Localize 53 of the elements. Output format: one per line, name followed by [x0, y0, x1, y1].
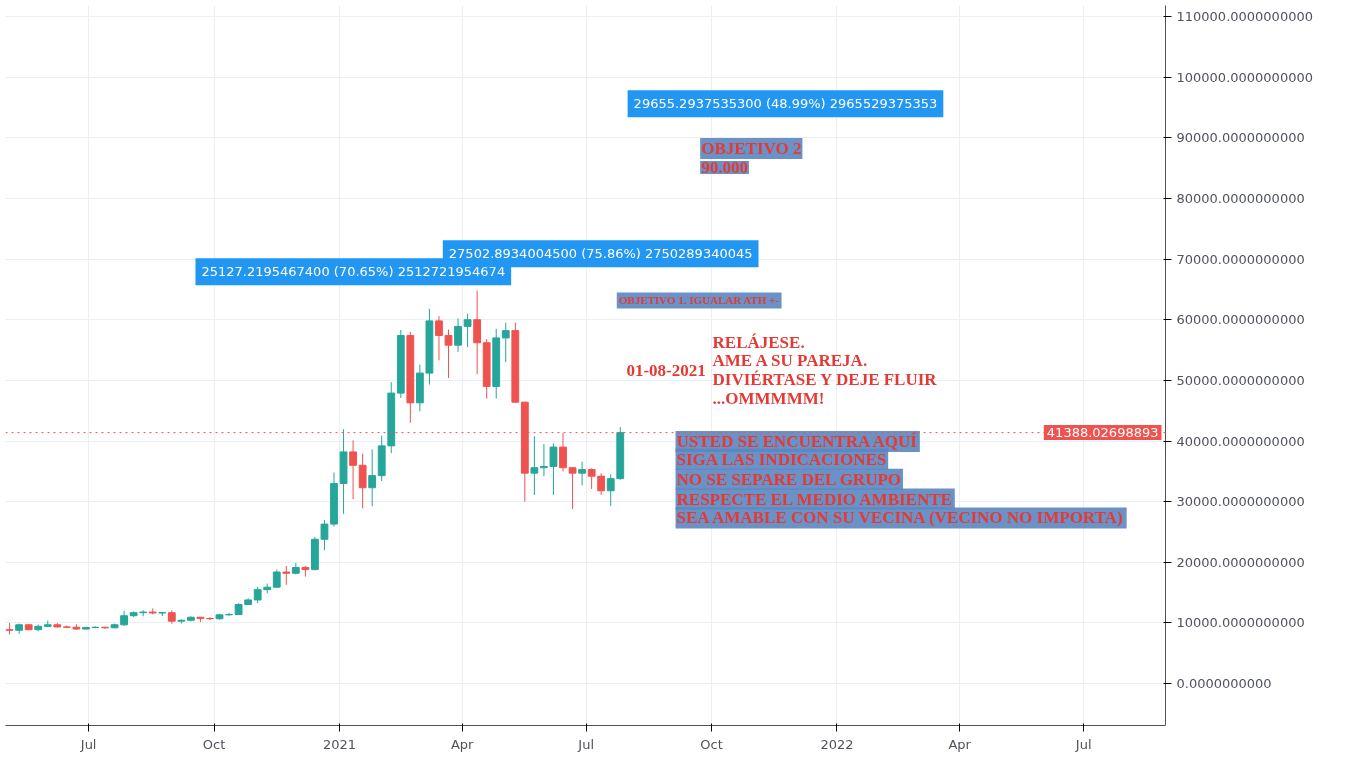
y-tick-label: 30000.0000000000 — [1176, 494, 1305, 510]
candlestick — [463, 313, 472, 348]
annotation: OBJETIVO 1. IGUALAR ATH +- — [618, 294, 780, 307]
candlestick — [501, 322, 510, 363]
annotation: RESPECTE EL MEDIO AMBIENTE — [676, 489, 952, 509]
annotation: DIVIÉRTASE Y DEJE FLUIR — [712, 370, 938, 390]
candlestick — [473, 290, 482, 375]
x-tick-label: Jul — [79, 736, 97, 752]
ref-line-label: 41388.02698893 — [1046, 425, 1159, 441]
y-tick-label: 20000.0000000000 — [1176, 554, 1305, 570]
annotation: 90.000 — [701, 157, 748, 177]
y-tick-label: 40000.0000000000 — [1176, 433, 1305, 449]
candlestick — [282, 565, 291, 586]
x-tick-label: Oct — [202, 736, 226, 752]
y-tick-label: 110000.0000000000 — [1176, 8, 1313, 24]
candlestick — [272, 569, 281, 589]
candlestick — [368, 449, 377, 507]
x-tick-label: Oct — [700, 736, 723, 752]
annotation: 25127.2195467400 (70.65%) 2512721954674 — [201, 264, 506, 280]
y-tick-label: 10000.0000000000 — [1176, 615, 1305, 631]
x-tick-label: 2022 — [820, 736, 854, 752]
annotation: NO SE SEPARE DEL GRUPO — [676, 469, 902, 489]
x-tick-label: Jul — [1074, 736, 1092, 752]
candlestick — [454, 317, 462, 353]
candlestick — [597, 472, 606, 496]
y-tick-label: 70000.0000000000 — [1176, 251, 1305, 267]
annotation: 27502.8934004500 (75.86%) 2750289340045 — [448, 246, 753, 262]
y-tick-label: 60000.0000000000 — [1176, 312, 1305, 328]
candlestick — [578, 461, 586, 486]
x-tick-label: Apr — [450, 736, 475, 752]
candlestick — [587, 467, 596, 490]
annotation: USTED SE ENCUENTRA AQUÍ — [676, 431, 918, 451]
annotation: 01-08-2021 — [626, 361, 706, 381]
candlestick — [349, 439, 357, 500]
y-tick-label: 0.0000000000 — [1176, 676, 1272, 692]
annotation: SEA AMABLE CON SU VECINA (VECINO NO IMPORTA) — [676, 508, 1123, 528]
candlestick — [358, 453, 367, 509]
x-tick-label: Apr — [948, 736, 972, 752]
candlestick — [568, 466, 577, 510]
y-tick-label: 90000.0000000000 — [1176, 130, 1305, 146]
annotation: RELÁJESE. — [712, 332, 805, 352]
y-tick-label: 100000.0000000000 — [1176, 69, 1313, 85]
y-tick-label: 50000.0000000000 — [1176, 372, 1305, 388]
annotation: AME A SU PAREJA. — [712, 350, 868, 370]
annotation: SIGA LAS INDICACIONES — [676, 449, 887, 469]
annotation: ...OMMMMM! — [712, 389, 825, 409]
x-tick-label: 2021 — [322, 736, 357, 752]
y-tick-label: 80000.0000000000 — [1176, 190, 1305, 206]
candlestick — [530, 435, 539, 496]
annotation: OBJETIVO 2 — [701, 139, 802, 159]
annotation: 29655.2937535300 (48.99%) 2965529375353 — [633, 96, 938, 112]
candlestick — [559, 432, 567, 472]
x-tick-label: Jul — [577, 736, 595, 752]
